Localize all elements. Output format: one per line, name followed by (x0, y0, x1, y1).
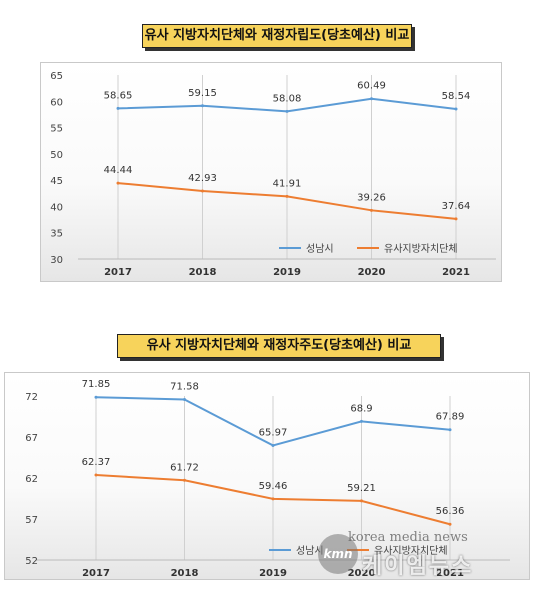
data-label: 62.37 (82, 457, 111, 468)
data-label: 58.08 (273, 93, 302, 104)
legend-label: 유사지방자치단체 (384, 243, 458, 255)
y-tick-label: 35 (50, 229, 63, 240)
data-point (454, 217, 458, 221)
y-tick-label: 40 (50, 202, 63, 213)
y-tick-label: 60 (50, 97, 63, 108)
data-label: 42.93 (188, 173, 217, 184)
y-tick-label: 30 (50, 255, 63, 266)
data-label: 41.91 (273, 178, 302, 189)
watermark: kmn korea media news 케이엠뉴스 (318, 528, 518, 584)
data-label: 59.21 (347, 483, 376, 494)
data-label: 65.97 (259, 427, 288, 438)
y-tick-label: 72 (25, 392, 38, 403)
data-point (94, 473, 98, 477)
watermark-logo: kmn (318, 534, 358, 574)
x-tick-label: 2017 (82, 568, 110, 579)
data-point (360, 499, 363, 503)
data-label: 37.64 (442, 201, 471, 212)
y-tick-label: 67 (25, 433, 38, 444)
data-point (183, 397, 186, 401)
y-tick-label: 50 (50, 150, 63, 161)
chart1-legend: 성남시 유사지방자치단체 (279, 243, 458, 255)
data-point (454, 107, 458, 111)
x-tick-label: 2018 (189, 267, 217, 278)
x-tick-label: 2020 (348, 568, 376, 579)
data-label: 71.85 (82, 379, 111, 390)
chart2-panel: 52 57 62 67 72 2017 2018 2019 2020 2021 71.85 71.58… (4, 372, 530, 580)
data-point (201, 104, 204, 108)
watermark-name: 케이엠뉴스 (362, 554, 474, 579)
data-point (370, 208, 373, 212)
x-tick-label: 2021 (436, 568, 464, 579)
y-tick-label: 65 (50, 71, 63, 82)
data-point (271, 443, 275, 447)
data-point (271, 497, 275, 501)
data-point (201, 189, 204, 193)
chart2-grid (95, 396, 451, 560)
legend-label: 유사지방자치단체 (374, 545, 448, 557)
chart2-svg: 52 57 62 67 72 2017 2018 2019 2020 2021 71.85 71.58… (25, 379, 510, 579)
data-label: 59.15 (188, 88, 217, 99)
data-point (183, 478, 186, 482)
data-label: 39.26 (357, 192, 386, 203)
legend-label: 성남시 (306, 243, 334, 255)
data-point (448, 522, 452, 526)
y-tick-label: 57 (25, 515, 38, 526)
series-2: 44.44 42.93 41.91 39.26 37.64 (104, 165, 471, 221)
data-label: 71.58 (170, 381, 199, 392)
x-tick-label: 2021 (442, 267, 470, 278)
data-label: 59.46 (259, 481, 288, 492)
data-point (285, 109, 289, 113)
data-point (116, 181, 120, 185)
legend-label: 성남시 (296, 545, 324, 557)
data-point (360, 419, 363, 423)
chart2-title: 유사 지방자치단체와 재정자주도(당초예산) 비교 (117, 334, 441, 358)
data-point (116, 106, 120, 110)
x-tick-label: 2017 (104, 267, 132, 278)
y-tick-label: 45 (50, 176, 63, 187)
chart1-title: 유사 지방자치단체와 재정자립도(당초예산) 비교 (142, 24, 412, 48)
chart1-svg: 30 35 40 45 50 55 60 65 2017 2018 2019 2020 2021 58.6… (50, 71, 496, 278)
data-label: 61.72 (170, 462, 199, 473)
y-tick-label: 62 (25, 474, 38, 485)
data-label: 58.65 (104, 90, 133, 101)
y-tick-label: 52 (25, 556, 38, 567)
x-tick-label: 2018 (171, 568, 199, 579)
series-1: 58.65 59.15 58.08 60.49 58.54 (104, 81, 471, 113)
watermark-url: korea media news (348, 530, 468, 545)
x-tick-label: 2019 (273, 267, 301, 278)
x-tick-label: 2020 (358, 267, 386, 278)
series-2: 62.37 61.72 59.46 59.21 56.36 (82, 457, 465, 526)
data-label: 67.89 (436, 412, 465, 423)
series-1: 71.85 71.58 65.97 68.9 67.89 (82, 379, 465, 447)
chart1-panel: 30 35 40 45 50 55 60 65 2017 2018 2019 2020 2021 58.6… (40, 62, 502, 282)
data-point (285, 194, 289, 198)
data-label: 44.44 (104, 165, 133, 176)
y-tick-label: 55 (50, 124, 63, 135)
x-tick-label: 2019 (259, 568, 287, 579)
data-point (448, 428, 452, 432)
data-label: 60.49 (357, 81, 386, 92)
chart2-legend: 성남시 유사지방자치단체 (269, 545, 448, 557)
data-label: 56.36 (436, 506, 465, 517)
data-label: 58.54 (442, 91, 471, 102)
data-point (94, 395, 98, 399)
data-point (370, 97, 373, 101)
data-label: 68.9 (350, 403, 372, 414)
